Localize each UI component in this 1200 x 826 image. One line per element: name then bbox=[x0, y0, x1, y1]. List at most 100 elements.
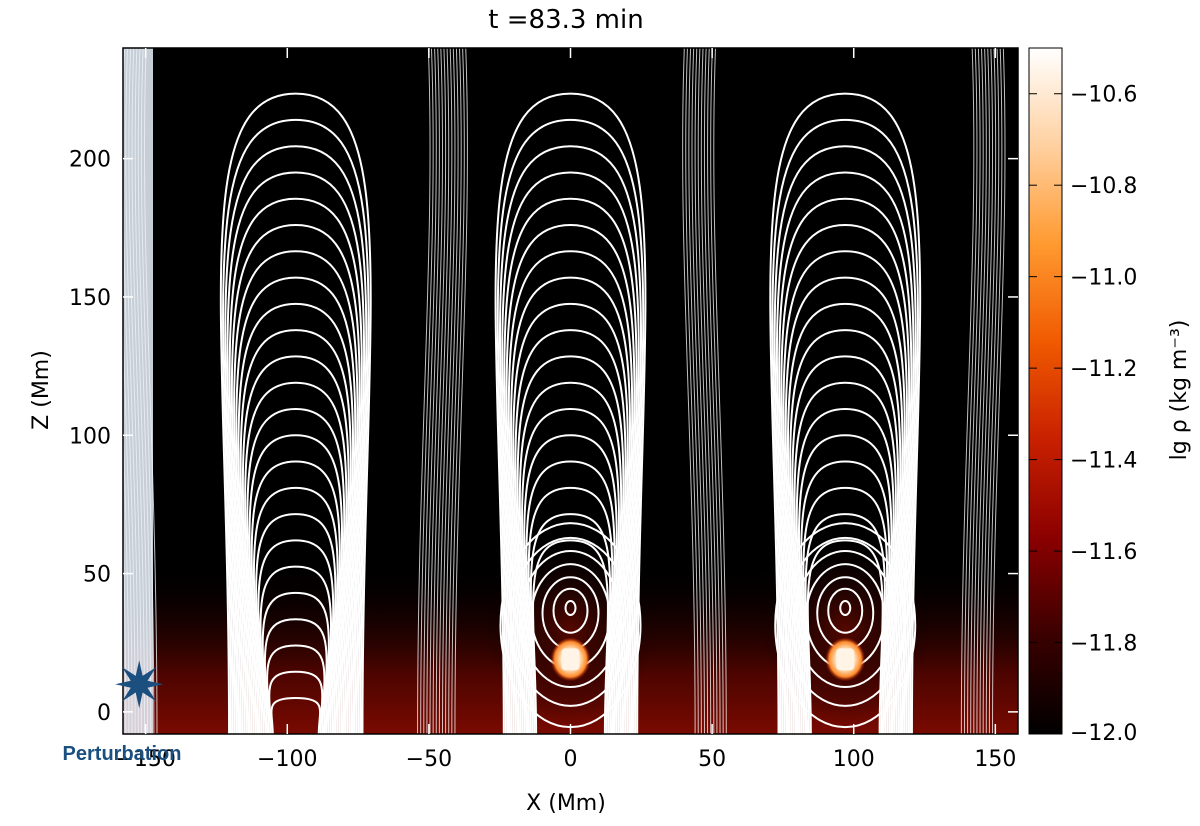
open-field-line bbox=[454, 48, 468, 734]
field-line bbox=[521, 407, 620, 734]
open-field-line bbox=[985, 48, 1000, 734]
field-line bbox=[514, 329, 627, 734]
colorbar-tick-label: −11.2 bbox=[1070, 357, 1137, 382]
field-line bbox=[496, 118, 645, 734]
field-line bbox=[771, 118, 919, 734]
field-line bbox=[782, 250, 908, 734]
open-field-line bbox=[970, 48, 984, 734]
open-field-line bbox=[420, 48, 434, 734]
flux-rope-line bbox=[839, 600, 852, 617]
plot-area bbox=[123, 48, 1018, 734]
field-line bbox=[270, 697, 322, 734]
flux-rope-line bbox=[509, 536, 632, 707]
field-line bbox=[224, 145, 368, 734]
open-field-line bbox=[713, 48, 727, 734]
field-line bbox=[791, 355, 900, 734]
open-field-line bbox=[700, 48, 715, 734]
open-field-line bbox=[432, 48, 447, 734]
flux-rope-line bbox=[519, 549, 622, 688]
open-field-line bbox=[691, 48, 705, 734]
flux-rope-line bbox=[794, 549, 897, 688]
open-field-line bbox=[441, 48, 456, 734]
field-line bbox=[501, 171, 640, 734]
field-line bbox=[261, 591, 330, 734]
x-tick-label: 100 bbox=[833, 747, 875, 772]
colorbar-tick-label: −11.0 bbox=[1070, 266, 1137, 291]
x-tick-label: 0 bbox=[564, 747, 578, 772]
colorbar-tick-label: −10.8 bbox=[1070, 174, 1137, 199]
field-line bbox=[793, 381, 897, 734]
open-field-line bbox=[448, 48, 462, 734]
open-field-line bbox=[703, 48, 718, 734]
field-line bbox=[512, 302, 629, 734]
open-field-line bbox=[685, 48, 699, 734]
left-boundary-field-bundle bbox=[123, 48, 153, 734]
flux-rope-line bbox=[564, 600, 577, 617]
field-line bbox=[248, 434, 343, 734]
field-line bbox=[498, 145, 643, 734]
field-line bbox=[226, 171, 366, 734]
field-line bbox=[250, 460, 341, 734]
open-field-line bbox=[417, 48, 431, 734]
field-line bbox=[798, 434, 893, 734]
x-tick-label: −100 bbox=[257, 747, 317, 772]
field-line bbox=[775, 171, 915, 734]
field-line bbox=[266, 644, 326, 734]
field-line bbox=[780, 224, 911, 734]
colorbar: −12.0 −11.8 −11.6 −11.4 −11.2 −11.0 −10.8 −10.6… bbox=[1028, 47, 1192, 746]
field-line bbox=[518, 381, 623, 734]
open-field-line bbox=[963, 48, 978, 734]
open-field-line bbox=[697, 48, 712, 734]
y-tick-label: 50 bbox=[83, 563, 111, 588]
flux-rope-line bbox=[827, 587, 864, 634]
open-field-line bbox=[429, 48, 444, 734]
open-field-line bbox=[682, 48, 696, 734]
prominence-blobs bbox=[550, 637, 866, 682]
field-line bbox=[800, 460, 891, 734]
colorbar-frame bbox=[1028, 47, 1063, 735]
colorbar-tick-label: −12.0 bbox=[1070, 721, 1137, 746]
field-line bbox=[263, 618, 328, 734]
star-icon bbox=[115, 660, 164, 709]
open-field-line bbox=[423, 48, 437, 734]
x-axis-ticks: −150 −100 −50 0 50 100 150 bbox=[115, 48, 1016, 772]
open-field-line bbox=[710, 48, 724, 734]
field-line bbox=[789, 329, 902, 734]
field-line bbox=[219, 92, 372, 734]
colorbar-tick-label: −11.4 bbox=[1070, 449, 1137, 474]
field-line bbox=[778, 197, 913, 734]
field-line bbox=[773, 145, 917, 734]
open-field-line bbox=[426, 48, 440, 734]
colorbar-tick-label: −11.6 bbox=[1070, 540, 1137, 565]
field-line bbox=[525, 460, 616, 734]
field-line bbox=[507, 250, 634, 734]
open-field-line bbox=[976, 48, 990, 734]
field-line bbox=[239, 329, 352, 734]
open-field-line bbox=[967, 48, 981, 734]
field-line bbox=[516, 355, 625, 734]
flux-rope-line bbox=[774, 522, 917, 729]
open-field-line bbox=[707, 48, 721, 734]
open-field-line bbox=[973, 48, 987, 734]
open-field-line bbox=[688, 48, 702, 734]
x-axis-title: X (Mm) bbox=[526, 791, 606, 816]
perturbation-label: Perturbation bbox=[63, 743, 182, 765]
y-axis-ticks: 0 50 100 150 200 bbox=[69, 148, 1018, 726]
chart-title: t =83.3 min bbox=[488, 5, 643, 35]
open-field-line bbox=[435, 48, 450, 734]
field-line bbox=[510, 276, 631, 734]
open-field-line bbox=[992, 48, 1006, 734]
prominence-core-1 bbox=[836, 648, 855, 671]
colorbar-ticks: −12.0 −11.8 −11.6 −11.4 −11.2 −11.0 −10.8 −10.6 bbox=[1029, 83, 1137, 746]
field-line bbox=[237, 302, 355, 734]
field-line bbox=[246, 407, 346, 734]
colorbar-title: lg ρ (kg m⁻³) bbox=[1167, 320, 1192, 461]
colorbar-tick-label: −11.8 bbox=[1070, 632, 1137, 657]
field-line bbox=[241, 355, 350, 734]
field-line bbox=[257, 539, 335, 734]
y-tick-label: 200 bbox=[69, 148, 111, 173]
open-field-line bbox=[438, 48, 453, 734]
field-line bbox=[802, 486, 889, 734]
field-line bbox=[255, 513, 337, 734]
